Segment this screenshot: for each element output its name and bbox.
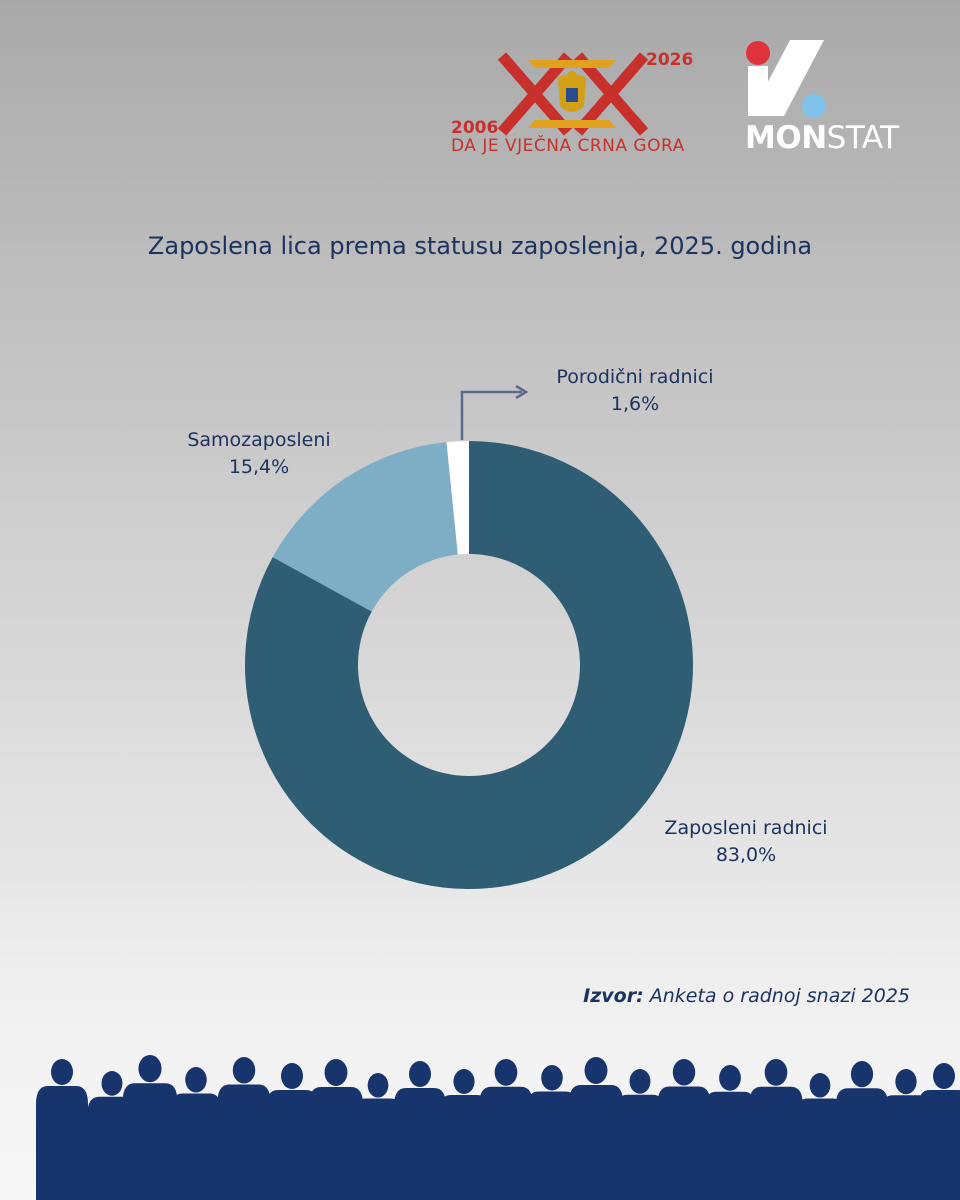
- person-silhouette-icon: [526, 1065, 578, 1200]
- monstat-name-bold: MON: [745, 120, 827, 156]
- slice-category-samozaposleni: Samozaposleni: [187, 429, 331, 451]
- person-silhouette-icon: [835, 1060, 889, 1200]
- callout-arrow: [460, 384, 529, 440]
- person-silhouette-icon: [122, 1054, 178, 1200]
- slice-category-porodicni: Porodični radnici: [556, 366, 714, 388]
- logo-year-start: 2006: [451, 118, 499, 138]
- person-silhouette-icon: [170, 1067, 222, 1200]
- person-silhouette-icon: [266, 1063, 318, 1200]
- slice-category-zaposleni: Zaposleni radnici: [664, 817, 828, 839]
- person-silhouette-icon: [657, 1058, 711, 1200]
- monstat-name: MONSTAT: [745, 120, 899, 156]
- chart-slices: [245, 441, 693, 889]
- donut-slice-2: [446, 441, 469, 555]
- person-silhouette-icon: [568, 1056, 624, 1200]
- source-label: Izvor:: [583, 985, 644, 1007]
- monstat-name-light: STAT: [826, 120, 899, 156]
- slice-value-porodicni: 1,6%: [610, 393, 660, 415]
- person-silhouette-icon: [353, 1073, 403, 1200]
- source-text: Anketa o radnoj snazi 2025: [643, 985, 910, 1007]
- slice-label-porodicni: Porodični radnici 1,6%: [540, 366, 730, 415]
- person-silhouette-icon: [394, 1061, 446, 1200]
- slice-label-samozaposleni: Samozaposleni 15,4%: [164, 429, 354, 478]
- slice-value-zaposleni: 83,0%: [715, 844, 777, 866]
- slice-value-samozaposleni: 15,4%: [228, 456, 290, 478]
- chart-title: Zaposlena lica prema statusu zaposlenja,…: [147, 232, 813, 260]
- slice-label-zaposleni: Zaposleni radnici 83,0%: [646, 817, 846, 866]
- person-silhouette-icon: [704, 1065, 756, 1200]
- person-silhouette-icon: [795, 1073, 845, 1200]
- xx-emblem-icon: [497, 52, 649, 136]
- person-silhouette-icon: [479, 1058, 533, 1200]
- person-silhouette-icon: [918, 1063, 960, 1200]
- person-silhouette-icon: [749, 1058, 803, 1200]
- person-silhouette-icon: [36, 1059, 88, 1200]
- person-silhouette-icon: [615, 1069, 665, 1200]
- donut-slice-1: [272, 442, 458, 612]
- crowd-silhouette-icon: [36, 1054, 960, 1200]
- monstat-emblem-icon: [746, 40, 826, 118]
- source-note: Izvor: Anketa o radnoj snazi 2025: [583, 985, 910, 1007]
- logo-tagline: DA JE VJEČNA CRNA GORA: [451, 136, 685, 156]
- person-silhouette-icon: [217, 1056, 271, 1200]
- logo-year-end: 2026: [646, 50, 694, 70]
- donut-slice-0: [245, 441, 693, 889]
- coat-of-arms-icon: [558, 71, 586, 112]
- person-silhouette-icon: [308, 1058, 364, 1200]
- person-silhouette-icon: [439, 1069, 489, 1200]
